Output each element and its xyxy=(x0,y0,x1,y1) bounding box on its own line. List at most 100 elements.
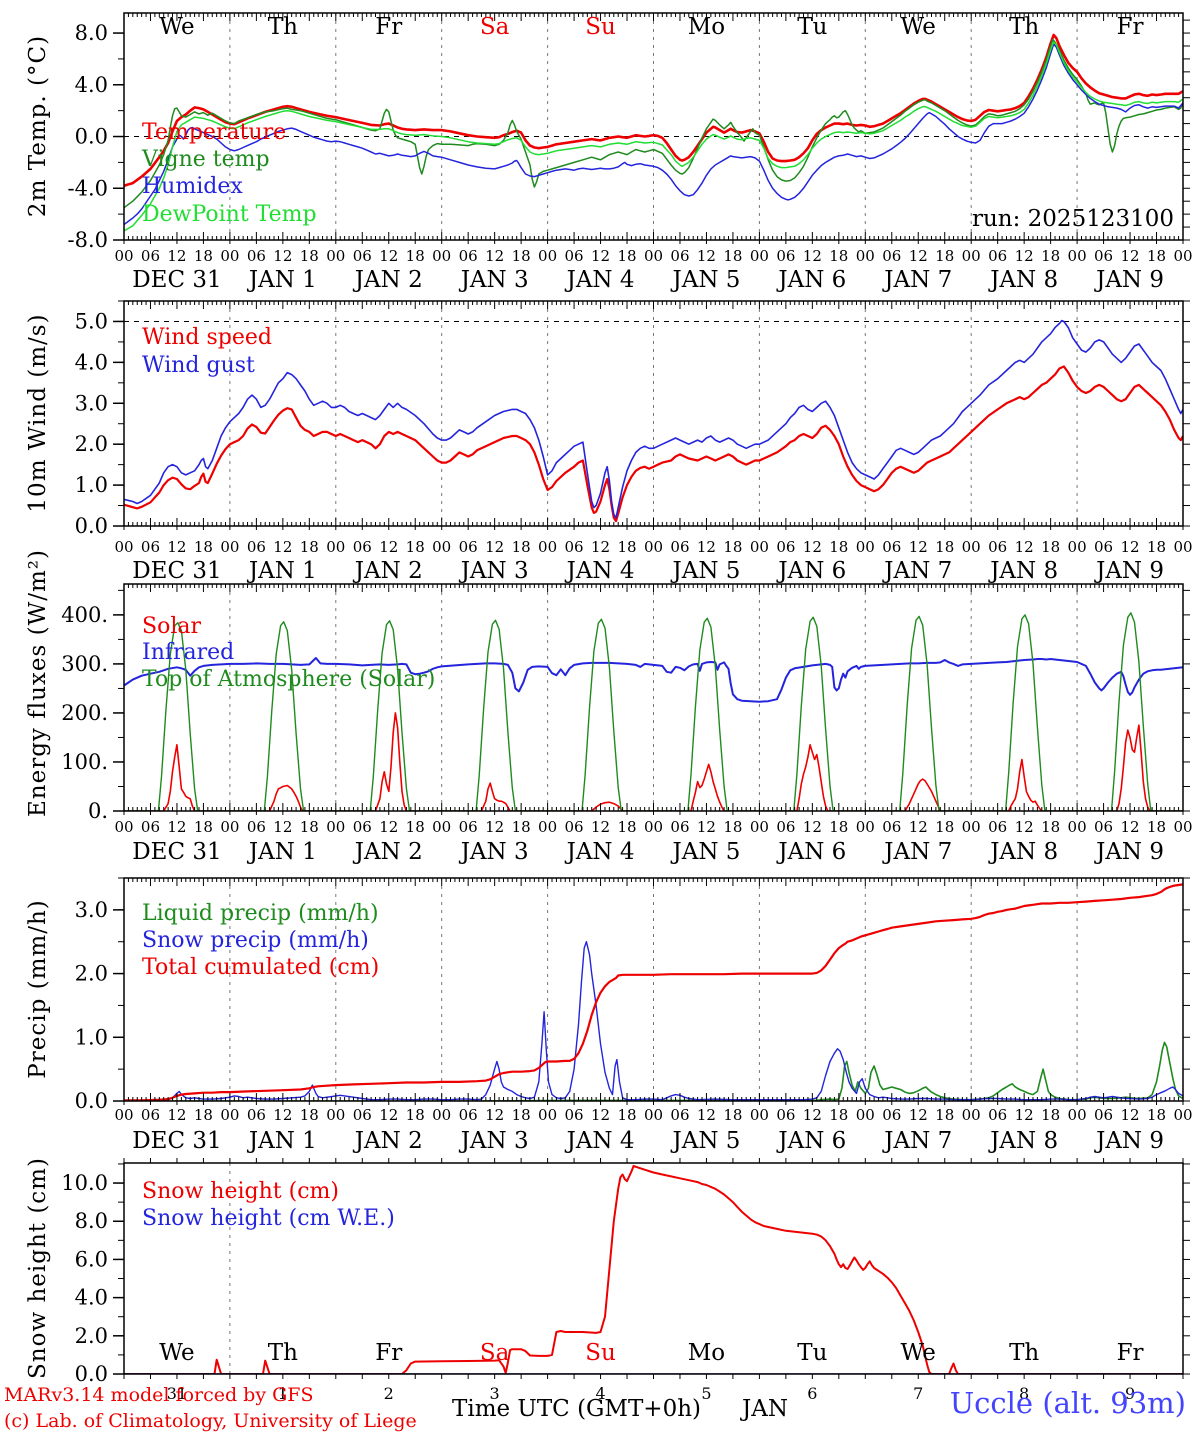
hour-label: 18 xyxy=(617,247,636,265)
hour-label: 06 xyxy=(141,538,160,556)
hour-label: 00 xyxy=(962,538,981,556)
date-label: JAN 8 xyxy=(988,558,1058,584)
hour-label: 12 xyxy=(485,247,504,265)
y-tick-label: 8.0 xyxy=(75,21,108,45)
day-name-top: We xyxy=(159,14,194,40)
date-label: JAN 4 xyxy=(565,839,635,865)
hour-label: 12 xyxy=(1121,818,1140,836)
day-number: 5 xyxy=(701,1384,711,1403)
hour-label: 06 xyxy=(353,538,372,556)
day-number: 1 xyxy=(278,1384,288,1403)
hour-label: 06 xyxy=(565,1106,584,1124)
hour-label: 06 xyxy=(670,818,689,836)
hour-label: 00 xyxy=(432,1106,451,1124)
day-name-top: Fr xyxy=(1117,14,1144,40)
legend-temperature: Temperature xyxy=(142,120,287,145)
hour-label: 00 xyxy=(114,818,133,836)
hour-label: 00 xyxy=(1068,1106,1087,1124)
hour-label: 00 xyxy=(1068,247,1087,265)
hour-label: 12 xyxy=(697,247,716,265)
hour-label: 06 xyxy=(776,538,795,556)
hour-label: 00 xyxy=(432,538,451,556)
day-name-bottom: Th xyxy=(1009,1340,1039,1366)
hour-label: 00 xyxy=(644,818,663,836)
hour-label: 06 xyxy=(353,1106,372,1124)
hour-label: 18 xyxy=(723,247,742,265)
y-tick-label: 4.0 xyxy=(75,1286,108,1310)
hour-label: 18 xyxy=(617,538,636,556)
day-number: 9 xyxy=(1125,1384,1135,1403)
model-run-label: run: 2025123100 xyxy=(971,206,1174,232)
hour-label: 18 xyxy=(512,538,531,556)
hour-label: 06 xyxy=(670,1106,689,1124)
legend-liquid-precip: Liquid precip (mm/h) xyxy=(142,901,379,926)
hour-label: 18 xyxy=(1041,247,1060,265)
hour-label: 18 xyxy=(1041,538,1060,556)
hour-label: 12 xyxy=(909,818,928,836)
hour-label: 00 xyxy=(326,1106,345,1124)
day-name-bottom: Fr xyxy=(375,1340,402,1366)
hour-label: 00 xyxy=(1173,538,1192,556)
series-total-cumulated xyxy=(124,883,1183,1101)
y-tick-label: 4.0 xyxy=(75,350,108,374)
legend-infrared: Infrared xyxy=(142,640,235,665)
hour-label: 12 xyxy=(803,247,822,265)
hour-label: 00 xyxy=(220,538,239,556)
hour-label: 00 xyxy=(644,1106,663,1124)
hour-label: 18 xyxy=(406,538,425,556)
hour-label: 18 xyxy=(1041,818,1060,836)
hour-label: 00 xyxy=(538,538,557,556)
day-number: 7 xyxy=(913,1384,923,1403)
y-tick-label: 0.0 xyxy=(75,1089,108,1113)
y-tick-label: 6.0 xyxy=(75,1247,108,1271)
hour-label: 18 xyxy=(935,818,954,836)
hour-label: 18 xyxy=(512,818,531,836)
hour-label: 06 xyxy=(459,818,478,836)
series-top-of-atmosphere-solar- xyxy=(124,612,1183,811)
hour-label: 18 xyxy=(935,1106,954,1124)
x-axis-title: Time UTC (GMT+0h) xyxy=(452,1396,701,1422)
y-tick-label: 2.0 xyxy=(75,962,108,986)
hour-label: 12 xyxy=(697,1106,716,1124)
hour-label: 00 xyxy=(962,1106,981,1124)
hour-label: 12 xyxy=(1015,247,1034,265)
hour-label: 18 xyxy=(723,818,742,836)
hour-label: 12 xyxy=(485,818,504,836)
hour-label: 00 xyxy=(1173,818,1192,836)
hour-label: 00 xyxy=(326,818,345,836)
y-axis-title-temperature: 2m Temp. (°C) xyxy=(25,34,51,218)
date-label: JAN 3 xyxy=(459,1128,529,1154)
hour-label: 00 xyxy=(432,247,451,265)
hour-label: 00 xyxy=(1173,247,1192,265)
hour-label: 12 xyxy=(591,1106,610,1124)
hour-label: 12 xyxy=(909,247,928,265)
series-snow-height xyxy=(124,1164,1183,1374)
hour-label: 18 xyxy=(512,247,531,265)
day-name-bottom: Su xyxy=(585,1340,616,1366)
hour-label: 00 xyxy=(856,818,875,836)
hour-label: 06 xyxy=(247,247,266,265)
date-label: JAN 6 xyxy=(776,558,846,584)
day-name-top: Fr xyxy=(375,14,402,40)
hour-label: 06 xyxy=(670,247,689,265)
date-label: JAN 1 xyxy=(247,267,317,293)
day-number: 31 xyxy=(167,1384,187,1403)
hour-label: 12 xyxy=(167,818,186,836)
hour-label: 18 xyxy=(829,247,848,265)
hour-label: 00 xyxy=(962,818,981,836)
date-label: DEC 31 xyxy=(132,839,221,865)
hour-label: 12 xyxy=(485,1106,504,1124)
hour-label: 12 xyxy=(485,538,504,556)
legend-dewpoint-temp: DewPoint Temp xyxy=(142,202,317,227)
hour-label: 12 xyxy=(1015,538,1034,556)
date-label: JAN 5 xyxy=(670,558,740,584)
hour-label: 00 xyxy=(750,818,769,836)
day-name-bottom: Sa xyxy=(480,1340,510,1366)
hour-label: 12 xyxy=(167,538,186,556)
hour-label: 00 xyxy=(538,818,557,836)
date-label: JAN 1 xyxy=(247,839,317,865)
date-label: JAN 2 xyxy=(353,839,423,865)
hour-label: 12 xyxy=(1015,1106,1034,1124)
hour-label: 06 xyxy=(1094,538,1113,556)
hour-label: 00 xyxy=(432,818,451,836)
